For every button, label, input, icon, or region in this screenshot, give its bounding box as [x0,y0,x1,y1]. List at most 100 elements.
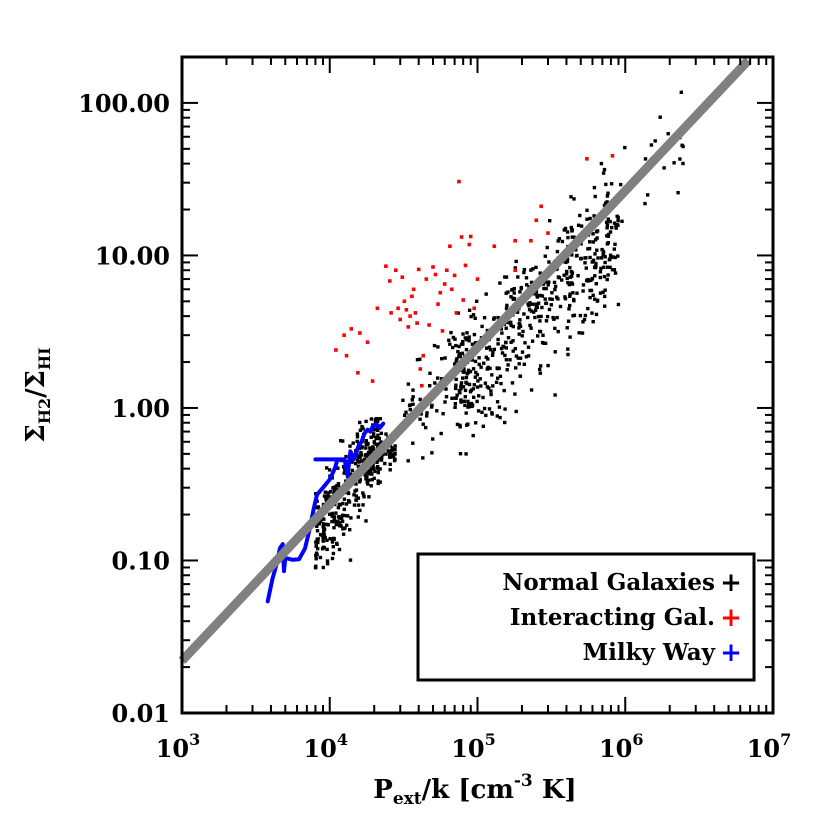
data-point [530,339,535,343]
data-point [444,395,449,399]
data-point [517,332,521,336]
y-axis-label-sym2: Σ [21,370,51,388]
data-point [474,421,478,425]
data-point [341,532,346,536]
data-point [520,350,525,354]
y-tick-label: 100.00 [78,89,170,118]
data-point [358,480,362,484]
data-point [511,297,516,301]
data-point [430,451,434,455]
data-point [440,377,444,381]
data-point [578,313,583,318]
data-point [540,305,544,310]
data-point [566,319,571,323]
data-point [612,247,616,251]
data-point [466,368,471,372]
data-point [335,483,339,488]
data-point [369,469,373,474]
data-point [517,326,521,330]
data-point [496,376,500,380]
data-point [586,306,590,311]
x-tick-label: 107 [747,730,792,763]
data-point [490,373,494,377]
data-point [603,294,607,299]
data-point [546,283,550,287]
data-point [379,458,384,462]
data-point [614,224,618,228]
data-point [376,417,381,421]
data-point [327,512,332,516]
data-point [322,533,326,537]
data-point [505,303,509,308]
data-point [466,370,470,375]
data-point [486,357,490,361]
legend-box [416,552,756,682]
data-point [538,367,542,372]
data-point [471,313,476,317]
data-point-interacting [356,371,360,375]
data-point-interacting [585,157,589,161]
data-point [464,411,468,415]
data-point [506,290,510,294]
data-point [383,461,387,466]
data-point [576,223,581,227]
data-point [384,432,388,436]
data-point [643,201,647,206]
data-point [524,355,529,359]
data-point [371,445,375,449]
data-point [491,350,495,354]
data-point [603,255,607,259]
data-point [482,406,487,411]
data-point-interacting [404,308,409,312]
data-point-interacting [492,244,497,248]
data-point [384,452,388,456]
data-point [364,477,368,481]
data-point [603,288,607,292]
data-point [330,537,334,541]
data-point [314,544,318,548]
data-point [568,292,572,296]
data-point [483,381,488,385]
data-point-interacting [418,367,423,371]
data-point [606,232,611,237]
data-point-interacting [534,218,539,223]
data-point [479,384,483,388]
data-point-interacting [445,268,449,272]
data-point [553,284,558,289]
data-point [461,370,466,374]
fit-line-group [178,57,752,664]
data-point [474,370,478,375]
data-point [346,499,351,503]
data-point [592,185,597,190]
data-point [372,434,376,438]
data-point [326,494,330,498]
data-point [556,239,560,243]
data-point [367,469,371,473]
data-point [461,332,465,336]
data-point [388,462,392,466]
data-point [315,529,320,533]
legend-label: Normal Galaxies [502,569,715,596]
data-point [566,235,570,240]
data-point [350,468,355,473]
data-point-interacting [454,311,459,315]
data-point-interacting [411,287,416,292]
data-point [342,526,346,531]
data-point [374,436,378,441]
data-point [538,329,542,334]
data-point [378,417,382,421]
data-point [593,194,597,199]
data-point [591,293,595,297]
data-point [568,294,572,298]
data-point [529,280,534,285]
data-point [500,351,505,355]
data-point [658,115,662,119]
data-point [314,565,318,570]
y-tick-label: 10.00 [95,241,170,270]
data-point [454,343,458,348]
data-point [358,478,362,482]
data-point [453,385,458,390]
data-point [653,139,657,143]
data-point [325,562,330,566]
data-point [465,331,469,335]
